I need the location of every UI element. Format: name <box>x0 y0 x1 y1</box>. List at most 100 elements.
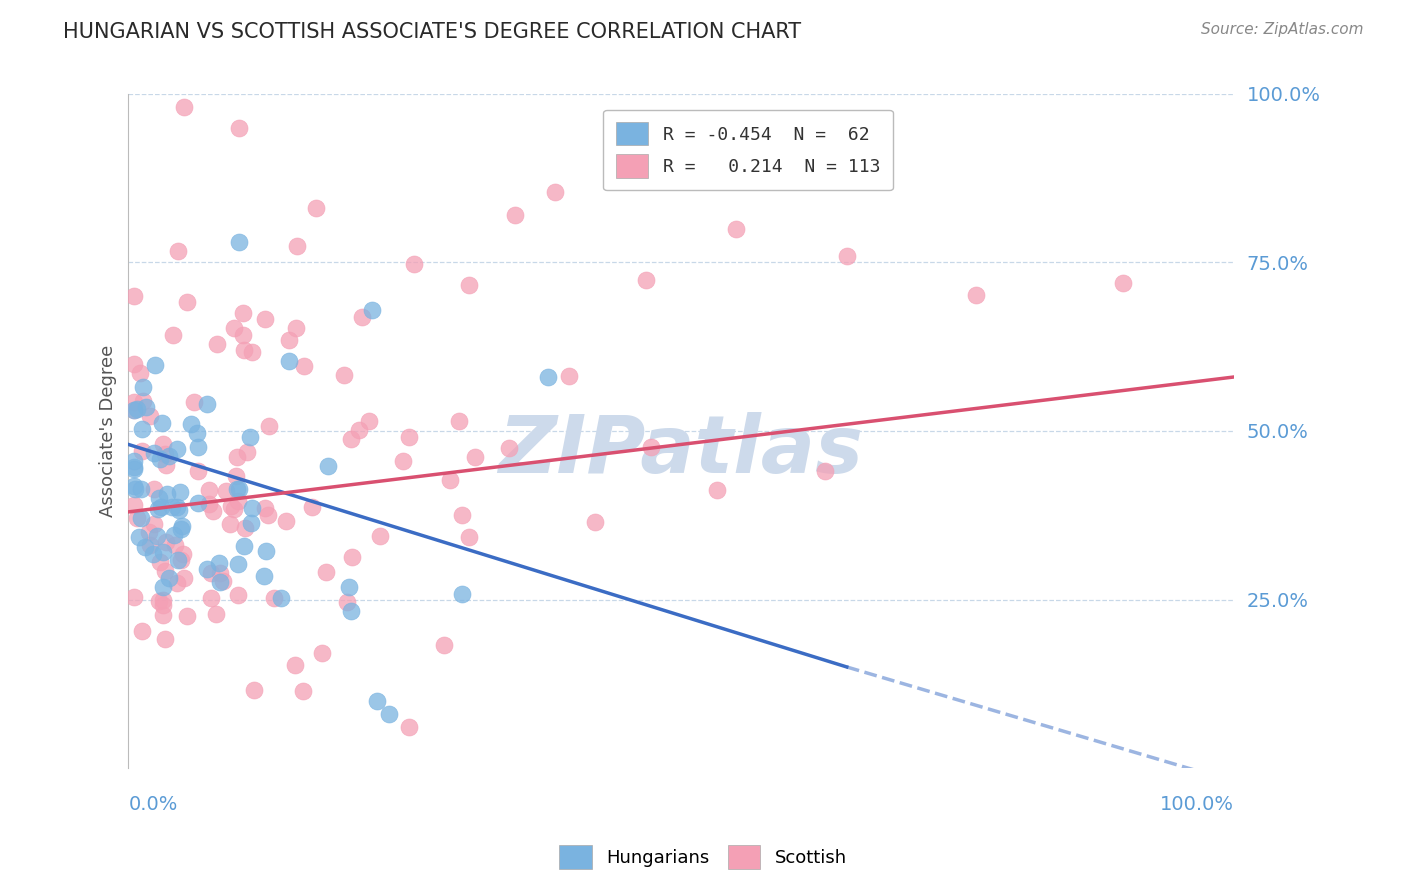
Point <box>124 483 146 497</box>
Point <box>153 564 176 578</box>
Point <box>263 591 285 605</box>
Point <box>228 482 250 496</box>
Point <box>254 544 277 558</box>
Point <box>122 460 145 475</box>
Point <box>157 450 180 464</box>
Point <box>169 484 191 499</box>
Point <box>176 295 198 310</box>
Point <box>152 545 174 559</box>
Point <box>152 598 174 612</box>
Y-axis label: Associate's Degree: Associate's Degree <box>100 345 117 517</box>
Point <box>464 450 486 465</box>
Point <box>240 500 263 515</box>
Point <box>725 221 748 235</box>
Point <box>152 607 174 622</box>
Point <box>284 657 307 672</box>
Point <box>187 464 209 478</box>
Point <box>200 566 222 580</box>
Point <box>228 120 250 135</box>
Point <box>257 508 280 523</box>
Point <box>202 503 225 517</box>
Point <box>150 500 173 515</box>
Point <box>173 571 195 585</box>
Point <box>814 464 837 478</box>
Point <box>176 609 198 624</box>
Point <box>270 591 292 606</box>
Point <box>152 437 174 451</box>
Point <box>368 528 391 542</box>
Point <box>636 272 658 286</box>
Point <box>352 310 374 325</box>
Point <box>122 402 145 417</box>
Point <box>122 394 145 409</box>
Point <box>122 590 145 604</box>
Point <box>195 562 218 576</box>
Point <box>129 482 152 496</box>
Point <box>232 306 254 320</box>
Point <box>122 479 145 493</box>
Point <box>301 500 323 514</box>
Point <box>225 468 247 483</box>
Point <box>225 482 247 496</box>
Point <box>148 594 170 608</box>
Point <box>198 497 221 511</box>
Point <box>180 417 202 432</box>
Point <box>558 368 581 383</box>
Point <box>537 370 560 384</box>
Point <box>316 459 339 474</box>
Point <box>349 423 371 437</box>
Point <box>219 516 242 531</box>
Point <box>240 516 263 531</box>
Point <box>156 486 179 500</box>
Point <box>150 416 173 430</box>
Point <box>254 311 277 326</box>
Point <box>226 557 249 571</box>
Point <box>640 440 662 454</box>
Point <box>149 556 172 570</box>
Legend: R = -0.454  N =  62, R =   0.214  N = 113: R = -0.454 N = 62, R = 0.214 N = 113 <box>603 110 893 190</box>
Point <box>305 202 328 216</box>
Point <box>451 508 474 522</box>
Point <box>132 380 155 394</box>
Point <box>142 516 165 531</box>
Point <box>153 632 176 646</box>
Point <box>208 566 231 581</box>
Point <box>160 500 183 514</box>
Text: ZIPatlas: ZIPatlas <box>499 412 863 491</box>
Point <box>447 414 470 428</box>
Point <box>197 483 219 498</box>
Point <box>125 402 148 417</box>
Point <box>583 515 606 529</box>
Point <box>226 450 249 464</box>
Point <box>233 520 256 534</box>
Point <box>172 547 194 561</box>
Point <box>219 499 242 513</box>
Point <box>224 502 246 516</box>
Point <box>285 239 308 253</box>
Point <box>122 403 145 417</box>
Point <box>457 278 479 293</box>
Point <box>122 498 145 512</box>
Point <box>835 249 858 263</box>
Point <box>359 413 381 427</box>
Text: Source: ZipAtlas.com: Source: ZipAtlas.com <box>1201 22 1364 37</box>
Point <box>186 426 208 441</box>
Point <box>183 395 205 409</box>
Point <box>187 496 209 510</box>
Point <box>155 458 177 472</box>
Point <box>404 257 426 271</box>
Point <box>337 580 360 594</box>
Point <box>215 483 238 498</box>
Point <box>131 422 153 436</box>
Point <box>458 530 481 544</box>
Point <box>451 587 474 601</box>
Point <box>169 523 191 537</box>
Point <box>155 535 177 549</box>
Point <box>339 604 361 618</box>
Point <box>391 454 413 468</box>
Point <box>222 321 245 335</box>
Point <box>142 548 165 562</box>
Point <box>134 540 156 554</box>
Point <box>138 409 160 424</box>
Point <box>228 235 250 250</box>
